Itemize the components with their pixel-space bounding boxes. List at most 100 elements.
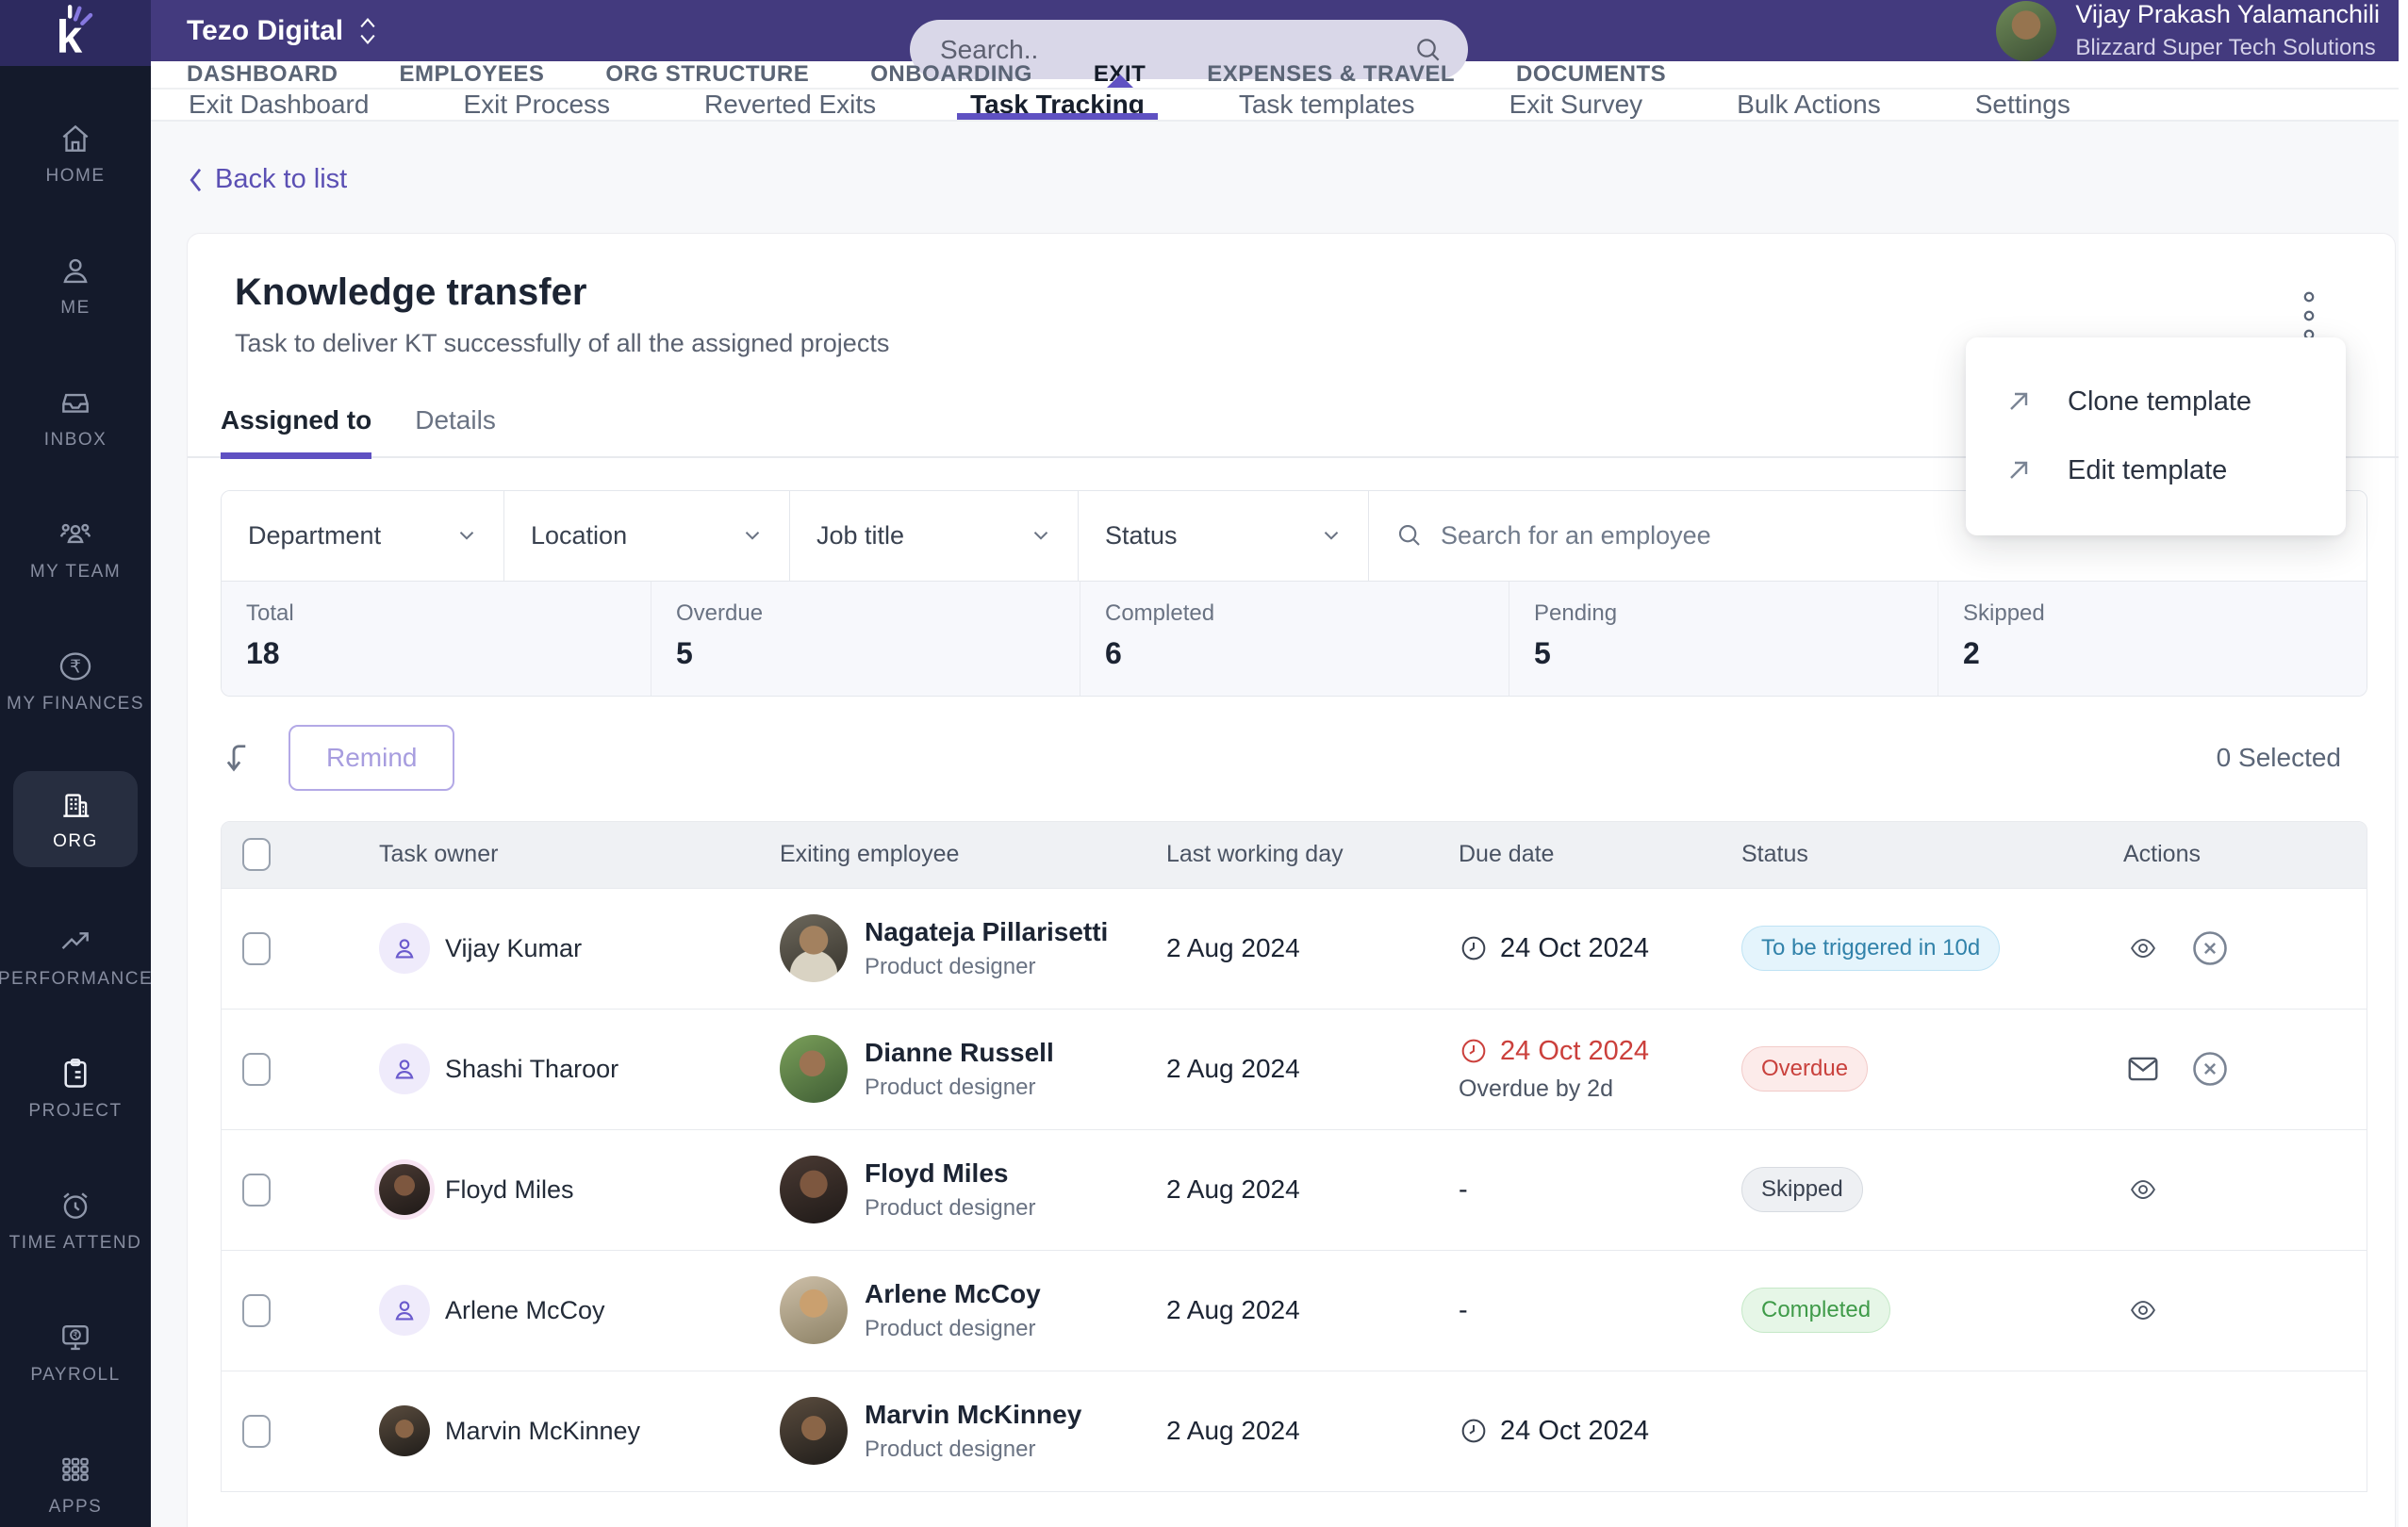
subtab-bulk-actions[interactable]: Bulk Actions	[1737, 90, 1881, 119]
sidebar-item-label: APPS	[48, 1497, 103, 1517]
stat-overdue: Overdue 5	[651, 581, 1080, 696]
row-checkbox[interactable]	[242, 1173, 271, 1207]
remind-button[interactable]: Remind	[289, 724, 455, 791]
app-logo[interactable]: k	[0, 0, 151, 66]
exit-sub-nav: Exit Dashboard Exit Process Reverted Exi…	[151, 90, 2408, 122]
due-date: -	[1459, 1294, 1468, 1325]
sidebar-item-project[interactable]: PROJECT	[13, 1046, 138, 1131]
sidebar-item-label: TIME ATTEND	[8, 1233, 142, 1253]
sidebar-item-my-team[interactable]: MY TEAM	[13, 507, 138, 592]
task-owner-name: Floyd Miles	[445, 1174, 574, 1204]
last-working-day: 2 Aug 2024	[1166, 1054, 1300, 1083]
employee-role: Product designer	[865, 1074, 1036, 1100]
trending-up-icon	[61, 932, 89, 949]
employee-name: Dianne Russell	[865, 1037, 1054, 1067]
status-filter[interactable]: Status	[1079, 490, 1369, 581]
department-filter[interactable]: Department	[222, 490, 504, 581]
sort-arrow-down-icon[interactable]	[221, 738, 260, 778]
subtab-task-tracking[interactable]: Task Tracking	[957, 90, 1158, 120]
view-button[interactable]	[2123, 934, 2163, 962]
template-context-menu: Clone template Edit template	[1966, 337, 2346, 535]
send-mail-button[interactable]	[2123, 1051, 2163, 1087]
subtab-exit-dashboard[interactable]: Exit Dashboard	[189, 90, 370, 119]
tab-exit[interactable]: EXIT	[1093, 61, 1146, 87]
global-search-input[interactable]	[940, 34, 1413, 65]
table-row: Marvin McKinney Marvin McKinney Product …	[222, 1370, 2367, 1491]
sidebar-item-time-attend[interactable]: TIME ATTEND	[9, 1178, 140, 1263]
sidebar-item-performance[interactable]: PERFORMANCE	[0, 914, 152, 999]
sidebar-item-label: PERFORMANCE	[0, 969, 154, 989]
tab-expenses-travel[interactable]: EXPENSES & TRAVEL	[1207, 61, 1456, 87]
cancel-task-button[interactable]	[2189, 1048, 2231, 1090]
list-toolbar: Remind 0 Selected	[221, 723, 2362, 793]
sidebar-item-me[interactable]: ME	[13, 243, 138, 328]
payroll-monitor-icon: ₹	[62, 1324, 89, 1351]
stat-label: Completed	[1105, 599, 1215, 626]
subtab-reverted-exits[interactable]: Reverted Exits	[704, 90, 877, 119]
team-icon	[59, 523, 91, 544]
row-checkbox[interactable]	[242, 1052, 271, 1086]
scrollbar-track[interactable]	[2399, 0, 2408, 1527]
selected-count: 0 Selected	[2216, 742, 2341, 772]
row-checkbox[interactable]	[242, 1414, 271, 1448]
subtab-task-templates[interactable]: Task templates	[1238, 90, 1415, 119]
tab-org-structure[interactable]: ORG STRUCTURE	[605, 61, 810, 87]
select-all-checkbox[interactable]	[242, 838, 271, 871]
back-to-list-link[interactable]: Back to list	[187, 164, 347, 195]
sidebar-nav: HOME ME INBOX MY TEAM ₹ MY FINANCES ORG	[0, 66, 152, 1527]
search-icon	[1398, 524, 1420, 546]
user-profile[interactable]: Vijay Prakash Yalamanchili Blizzard Supe…	[1996, 0, 2380, 61]
sidebar-item-payroll[interactable]: ₹ PAYROLL	[13, 1310, 138, 1395]
row-checkbox[interactable]	[242, 1293, 271, 1327]
mail-icon	[2128, 1057, 2158, 1081]
svg-text:₹: ₹	[70, 657, 81, 678]
job-title-filter[interactable]: Job title	[790, 490, 1079, 581]
due-date: 24 Oct 2024	[1500, 1415, 1649, 1446]
tab-employees[interactable]: EMPLOYEES	[399, 61, 545, 87]
last-working-day: 2 Aug 2024	[1166, 1295, 1300, 1324]
stat-value: 18	[246, 635, 280, 670]
company-name: Tezo Digital	[187, 14, 344, 46]
view-button[interactable]	[2123, 1175, 2163, 1204]
sidebar-item-my-finances[interactable]: ₹ MY FINANCES	[7, 639, 143, 724]
row-checkbox[interactable]	[242, 931, 271, 965]
tab-onboarding[interactable]: ONBOARDING	[870, 61, 1032, 87]
apps-grid-icon	[62, 1457, 89, 1482]
view-button[interactable]	[2123, 1296, 2163, 1324]
tab-documents[interactable]: DOCUMENTS	[1516, 61, 1667, 87]
stat-value: 6	[1105, 635, 1122, 670]
sidebar-item-label: PROJECT	[28, 1101, 123, 1121]
company-switcher[interactable]: Tezo Digital	[187, 15, 379, 47]
sidebar-item-org[interactable]: ORG	[13, 771, 138, 867]
status-badge: Overdue	[1741, 1046, 1869, 1092]
sidebar-item-apps[interactable]: APPS	[13, 1442, 138, 1527]
page-title: Knowledge transfer	[235, 271, 587, 313]
user-name: Vijay Prakash Yalamanchili	[2075, 0, 2380, 28]
sidebar-item-label: HOME	[45, 166, 106, 186]
more-options-button[interactable]	[2299, 287, 2319, 345]
eye-icon	[2131, 1301, 2155, 1320]
task-owner-name: Marvin McKinney	[445, 1416, 641, 1445]
chevron-down-icon	[745, 532, 760, 540]
cancel-task-button[interactable]	[2189, 928, 2231, 969]
col-last-working-day: Last working day	[1166, 841, 1344, 867]
menu-item-clone-template[interactable]: Clone template	[2004, 386, 2308, 418]
sidebar-item-label: MY FINANCES	[7, 694, 145, 714]
alarm-clock-icon	[63, 1192, 88, 1219]
subtab-settings[interactable]: Settings	[1974, 90, 2070, 119]
sidebar: k HOME ME INBOX MY TEAM	[0, 0, 152, 1527]
owner-photo	[379, 1405, 430, 1456]
tab-dashboard[interactable]: DASHBOARD	[187, 61, 338, 87]
menu-item-edit-template[interactable]: Edit template	[2004, 455, 2308, 486]
location-filter[interactable]: Location	[504, 490, 790, 581]
tab-assigned-to[interactable]: Assigned to	[221, 405, 372, 459]
logo-k-icon: k	[57, 5, 93, 62]
subtab-exit-process[interactable]: Exit Process	[463, 90, 611, 119]
tab-details[interactable]: Details	[415, 404, 496, 435]
stat-value: 5	[1534, 635, 1551, 670]
sidebar-item-home[interactable]: HOME	[13, 111, 138, 196]
sidebar-item-inbox[interactable]: INBOX	[13, 375, 138, 460]
col-actions: Actions	[2123, 841, 2201, 867]
subtab-exit-survey[interactable]: Exit Survey	[1509, 90, 1643, 119]
